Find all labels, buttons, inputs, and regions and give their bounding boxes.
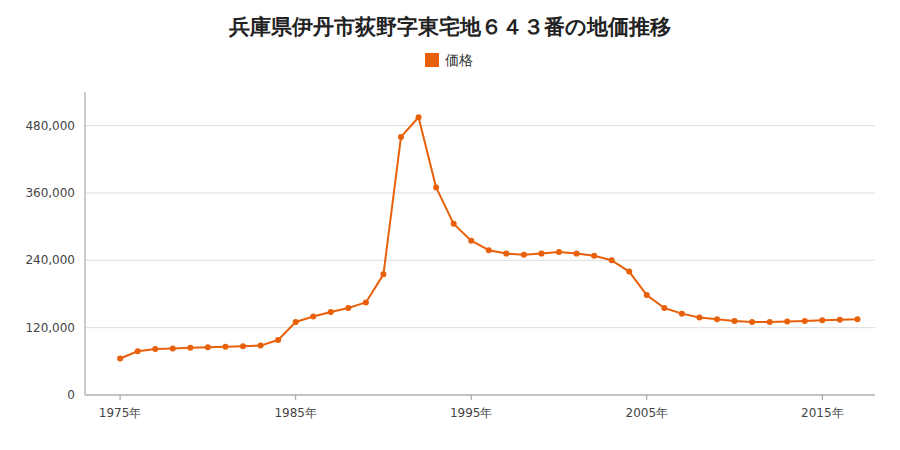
point — [626, 269, 632, 275]
point — [749, 319, 755, 325]
point — [521, 252, 527, 258]
point — [591, 253, 597, 259]
x-tick-label: 1975年 — [99, 406, 142, 420]
y-tick-label: 360,000 — [25, 186, 75, 200]
y-tick-label: 0 — [67, 388, 75, 402]
y-tick-label: 120,000 — [25, 321, 75, 335]
point — [574, 251, 580, 257]
x-tick — [120, 395, 121, 400]
point — [468, 238, 474, 244]
x-tick — [646, 395, 647, 400]
point — [433, 184, 439, 190]
point — [767, 319, 773, 325]
point — [380, 271, 386, 277]
grid-line — [85, 395, 875, 396]
x-tick — [822, 395, 823, 400]
point — [240, 343, 246, 349]
x-tick — [295, 395, 296, 400]
point — [117, 356, 123, 362]
point — [609, 257, 615, 263]
x-tick — [471, 395, 472, 400]
y-tick-label: 480,000 — [25, 119, 75, 133]
point — [205, 344, 211, 350]
point — [556, 249, 562, 255]
point — [819, 317, 825, 323]
point — [328, 309, 334, 315]
grid-line — [85, 125, 875, 126]
x-axis-line — [85, 395, 875, 396]
point — [258, 343, 264, 349]
point — [152, 346, 158, 352]
point — [310, 313, 316, 319]
x-tick-label: 2005年 — [626, 406, 669, 420]
point — [398, 134, 404, 140]
legend-swatch — [425, 53, 439, 67]
x-tick-label: 1995年 — [450, 406, 493, 420]
point — [854, 316, 860, 322]
legend-label: 価格 — [445, 52, 473, 68]
point — [837, 317, 843, 323]
point — [486, 247, 492, 253]
grid-line — [85, 260, 875, 261]
point — [451, 221, 457, 227]
point — [784, 318, 790, 324]
point — [644, 292, 650, 298]
point — [222, 344, 228, 350]
point — [135, 348, 141, 354]
y-axis: 0 120,000 240,000 360,000 480,000 — [25, 92, 875, 402]
point — [293, 319, 299, 325]
y-tick-label: 240,000 — [25, 253, 75, 267]
plot-area — [117, 114, 860, 361]
line — [120, 117, 857, 358]
point — [416, 114, 422, 120]
grid-line — [85, 327, 875, 328]
point — [503, 251, 509, 257]
y-axis-line — [85, 92, 86, 395]
point — [661, 305, 667, 311]
point — [696, 315, 702, 321]
point — [345, 305, 351, 311]
grid-line — [85, 193, 875, 194]
point — [714, 316, 720, 322]
point — [363, 299, 369, 305]
legend: 価格 — [425, 52, 473, 68]
title: 兵庫県伊丹市荻野字東宅地６４３番の地価推移 — [228, 15, 671, 39]
x-axis: 1975年 1985年 1995年 2005年 2015年 — [85, 395, 875, 420]
point — [679, 311, 685, 317]
point — [170, 345, 176, 351]
point — [538, 251, 544, 257]
x-tick-label: 2015年 — [801, 406, 844, 420]
point — [187, 345, 193, 351]
chart: 兵庫県伊丹市荻野字東宅地６４３番の地価推移価格 0 120,000 240,000 36… — [0, 0, 900, 450]
point — [802, 318, 808, 324]
x-tick-label: 1985年 — [274, 406, 317, 420]
point — [732, 318, 738, 324]
point — [275, 337, 281, 343]
